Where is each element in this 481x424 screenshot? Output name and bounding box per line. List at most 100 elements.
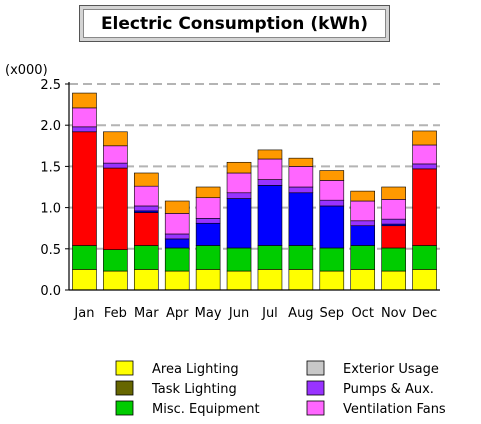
- x-tick-label: Oct: [351, 306, 373, 321]
- bar-segment: [103, 270, 128, 291]
- bar-segment: [72, 107, 97, 128]
- legend-label: Area Lighting: [152, 362, 239, 377]
- bar-segment: [195, 245, 221, 270]
- bar-segment: [133, 269, 159, 291]
- bar-segment: [257, 149, 283, 160]
- y-tick-label: 0.0: [40, 284, 61, 299]
- bar-segment: [288, 245, 314, 270]
- bar-segment: [103, 131, 128, 147]
- bar-segment: [412, 163, 437, 170]
- bar-segment: [226, 198, 252, 249]
- legend-label: Exterior Usage: [343, 362, 439, 377]
- bar-segment: [350, 220, 376, 227]
- bar-segment: [381, 270, 406, 291]
- x-tick-label: Sep: [320, 306, 345, 321]
- bar-segment: [381, 186, 406, 200]
- bar-segment: [195, 269, 221, 291]
- bar-segment: [381, 247, 406, 272]
- y-axis-unit-label: (x000): [5, 63, 48, 78]
- bar-segment: [381, 218, 406, 225]
- legend-swatch: [306, 360, 325, 376]
- bar-segment: [226, 192, 252, 199]
- bar-segment: [164, 270, 190, 291]
- bar-segment: [226, 161, 252, 174]
- bar-segment: [319, 199, 345, 207]
- y-tick-label: 2.0: [40, 119, 61, 134]
- bar-segment: [319, 170, 345, 181]
- bar-segment: [103, 162, 128, 169]
- bar-segment: [350, 245, 376, 270]
- legend-label: Misc. Equipment: [152, 402, 260, 417]
- bar-segment: [133, 212, 159, 246]
- y-tick-label: 2.5: [40, 78, 61, 93]
- bar-segment: [164, 213, 190, 235]
- bar-segment: [381, 225, 406, 249]
- legend-label: Pumps & Aux.: [343, 382, 434, 397]
- x-tick-label: Jun: [228, 306, 249, 321]
- y-tick-label: 1.0: [40, 202, 61, 217]
- bar-segment: [319, 247, 345, 272]
- x-tick-label: Aug: [288, 306, 313, 321]
- bar-segment: [226, 247, 252, 272]
- bar-segment: [72, 269, 97, 291]
- legend-label: Task Lighting: [151, 382, 237, 397]
- x-tick-label: Mar: [134, 306, 159, 321]
- bar-segment: [319, 270, 345, 291]
- bar-segment: [412, 130, 437, 146]
- x-tick-label: Dec: [412, 306, 437, 321]
- y-tick-label: 0.5: [40, 243, 61, 258]
- bar-segment: [350, 190, 376, 202]
- bar-segment: [257, 158, 283, 180]
- bar-segment: [103, 249, 128, 272]
- legend-label: Ventilation Fans: [343, 402, 446, 417]
- bar-segment: [381, 199, 406, 220]
- bar-segment: [226, 172, 252, 194]
- bar-segment: [257, 179, 283, 186]
- legend-swatch: [115, 400, 134, 416]
- x-tick-label: Apr: [166, 306, 189, 321]
- bar-segment: [288, 157, 314, 167]
- legend-swatch: [115, 380, 134, 396]
- bar-segment: [133, 245, 159, 270]
- legend-swatch: [115, 360, 134, 376]
- bar-segment: [412, 245, 437, 270]
- legend-swatch: [306, 380, 325, 396]
- bar-segment: [72, 126, 97, 133]
- chart-title-box: Electric Consumption (kWh): [79, 5, 390, 42]
- bar-segment: [288, 186, 314, 194]
- x-tick-label: Nov: [381, 306, 407, 321]
- bar-segment: [164, 200, 190, 214]
- y-tick-label: 1.5: [40, 160, 61, 175]
- bar-segment: [412, 168, 437, 246]
- x-tick-label: Feb: [104, 306, 127, 321]
- bar-segment: [257, 269, 283, 291]
- bar-segment: [195, 218, 221, 224]
- x-tick-label: Jul: [261, 306, 278, 321]
- bar-segment: [288, 192, 314, 246]
- bar-segment: [350, 225, 376, 246]
- bar-segment: [103, 145, 128, 164]
- bar-segment: [72, 245, 97, 270]
- bar-segment: [72, 131, 97, 246]
- legend-swatch: [306, 400, 325, 416]
- bar-segment: [195, 197, 221, 219]
- bar-segment: [257, 185, 283, 246]
- chart-title: Electric Consumption (kWh): [83, 9, 386, 38]
- x-tick-label: May: [195, 306, 222, 321]
- bar-segment: [133, 172, 159, 187]
- bar-segment: [164, 233, 190, 240]
- bar-segment: [133, 205, 159, 212]
- bar-segment: [319, 180, 345, 201]
- bar-segment: [288, 269, 314, 291]
- bar-segment: [164, 247, 190, 272]
- bar-segment: [195, 186, 221, 199]
- bar-segment: [412, 269, 437, 291]
- bar-segment: [257, 245, 283, 270]
- bar-segment: [133, 185, 159, 207]
- bar-segment: [164, 238, 190, 249]
- bar-segment: [319, 205, 345, 249]
- bar-segment: [195, 222, 221, 246]
- bar-segment: [103, 167, 128, 250]
- bar-segment: [226, 270, 252, 291]
